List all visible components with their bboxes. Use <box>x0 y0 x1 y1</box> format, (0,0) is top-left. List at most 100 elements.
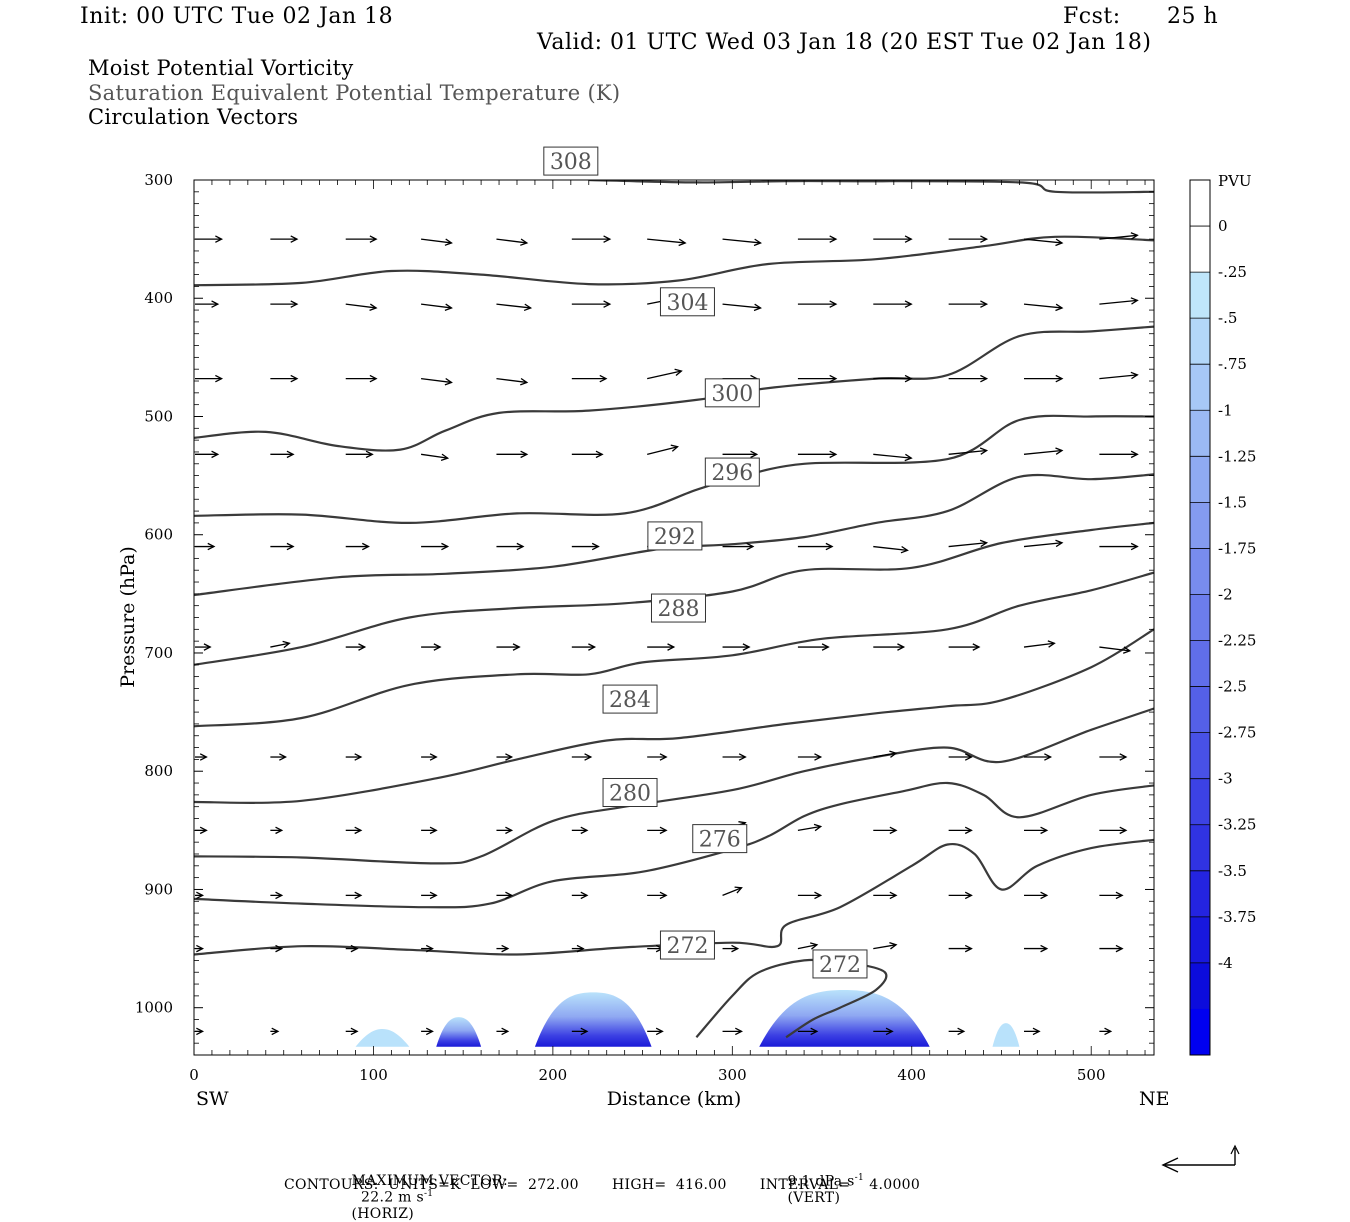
circulation-vector <box>1023 303 1064 312</box>
circulation-vector <box>873 750 898 758</box>
legend-title-mpv: Moist Potential Vorticity <box>88 56 354 80</box>
y-axis-title: Pressure (hPa) <box>117 546 139 688</box>
circulation-vector <box>647 238 687 247</box>
circulation-vector <box>1024 1027 1041 1036</box>
init-time: Init: 00 UTC Tue 02 Jan 18 <box>80 4 394 29</box>
colorbar-swatch <box>1190 502 1210 549</box>
circulation-vector <box>195 643 212 651</box>
theta-es-contour <box>194 838 1154 956</box>
circulation-vector <box>195 235 224 243</box>
circulation-vector <box>496 891 514 900</box>
circulation-vector <box>1023 238 1064 247</box>
valid-time: Valid: 01 UTC Wed 03 Jan 18 (20 EST Tue … <box>537 30 1152 55</box>
circulation-vector <box>571 542 600 551</box>
y-tick-label: 600 <box>144 526 173 544</box>
y-tick-label: 800 <box>144 762 173 780</box>
circulation-vector <box>1024 374 1064 383</box>
circulation-vector <box>722 238 762 247</box>
circulation-vector <box>1023 640 1056 648</box>
circulation-vector <box>797 450 838 459</box>
colorbar-label: -4 <box>1218 954 1233 972</box>
circulation-vector <box>1099 232 1139 240</box>
circulation-vector <box>270 891 284 900</box>
circulation-vector <box>797 942 819 950</box>
circulation-vector <box>1099 891 1124 900</box>
theta-es-contour <box>194 235 1154 287</box>
colorbar-swatch <box>1190 318 1210 365</box>
circulation-vector <box>195 300 220 308</box>
x-axis-title: Distance (km) <box>607 1088 742 1110</box>
circulation-vector <box>873 826 898 835</box>
x-tick-label: 100 <box>359 1066 388 1084</box>
contour-label: 296 <box>711 461 753 486</box>
circulation-vector <box>496 753 514 761</box>
colorbar-swatch <box>1190 410 1210 457</box>
circulation-vector <box>421 542 450 551</box>
reference-vector-icon <box>1161 1144 1240 1173</box>
circulation-vector <box>948 826 973 835</box>
circulation-vector <box>873 545 909 554</box>
x-tick-label: 500 <box>1077 1066 1106 1084</box>
circulation-vector <box>270 542 295 551</box>
circulation-vector <box>1099 297 1139 305</box>
circulation-vector <box>1099 371 1139 380</box>
circulation-vector <box>421 238 453 246</box>
circulation-vector <box>496 238 529 246</box>
footer-contour-info: CONTOURS: UNITS=K LOW= 272.00 HIGH= 416.… <box>284 1177 921 1193</box>
contour-label: 304 <box>666 291 708 316</box>
theta-es-contour <box>194 521 1154 666</box>
circulation-vector <box>345 826 363 835</box>
circulation-vector <box>571 450 604 459</box>
colorbar-swatch <box>1190 456 1210 503</box>
circulation-vector <box>270 1027 280 1036</box>
circulation-vector <box>345 542 370 551</box>
colorbar-label: -3 <box>1218 770 1233 788</box>
colorbar-label: -.5 <box>1218 309 1237 327</box>
circulation-vector <box>421 826 438 835</box>
circulation-vector <box>797 891 823 900</box>
circulation-vector <box>647 444 679 455</box>
colorbar-swatch <box>1190 180 1210 227</box>
contour-label-box <box>692 824 748 854</box>
circulation-vector <box>345 235 378 243</box>
colorbar-label: -1.5 <box>1218 493 1247 511</box>
colorbar-label: -.25 <box>1218 263 1247 281</box>
y-tick-label: 500 <box>144 407 173 425</box>
colorbar-swatch <box>1190 594 1210 642</box>
theta-es-contour <box>194 571 1154 728</box>
footer-horiz-label: (HORIZ) <box>351 1205 415 1222</box>
contour-label-box <box>647 521 703 551</box>
circulation-vector <box>345 753 363 761</box>
contour-label: 272 <box>819 953 861 978</box>
circulation-vector <box>948 539 989 548</box>
circulation-vector <box>195 450 220 459</box>
contour-label-box <box>650 593 706 623</box>
colorbar-swatch <box>1190 364 1210 411</box>
x-tick-label: 200 <box>539 1066 568 1084</box>
circulation-vector <box>948 300 989 308</box>
circulation-vector <box>571 753 593 761</box>
circulation-vector <box>722 886 743 896</box>
colorbar-swatch <box>1190 272 1210 319</box>
colorbar-swatch <box>1190 778 1210 826</box>
contour-label: 280 <box>609 782 651 807</box>
colorbar-unit: PVU <box>1218 172 1252 190</box>
colorbar-swatch <box>1190 686 1210 734</box>
contour-label: 300 <box>711 382 753 407</box>
circulation-vector <box>421 303 453 311</box>
circulation-vector <box>722 303 762 312</box>
circulation-vector <box>195 753 208 761</box>
circulation-vector <box>873 1027 894 1036</box>
circulation-vector <box>421 1027 434 1036</box>
colorbar-label: -1 <box>1218 401 1233 419</box>
circulation-vector <box>496 826 514 835</box>
contour-label: 284 <box>609 688 651 713</box>
pv-negative-region <box>759 989 930 1047</box>
contour-label-box <box>704 457 760 487</box>
footer-max-vector-label: MAXIMUM VECTOR: <box>351 1173 508 1189</box>
y-tick-label: 400 <box>144 289 173 307</box>
colorbar-label: -3.75 <box>1218 908 1256 926</box>
circulation-vector <box>496 944 510 953</box>
circulation-vector <box>571 826 589 835</box>
